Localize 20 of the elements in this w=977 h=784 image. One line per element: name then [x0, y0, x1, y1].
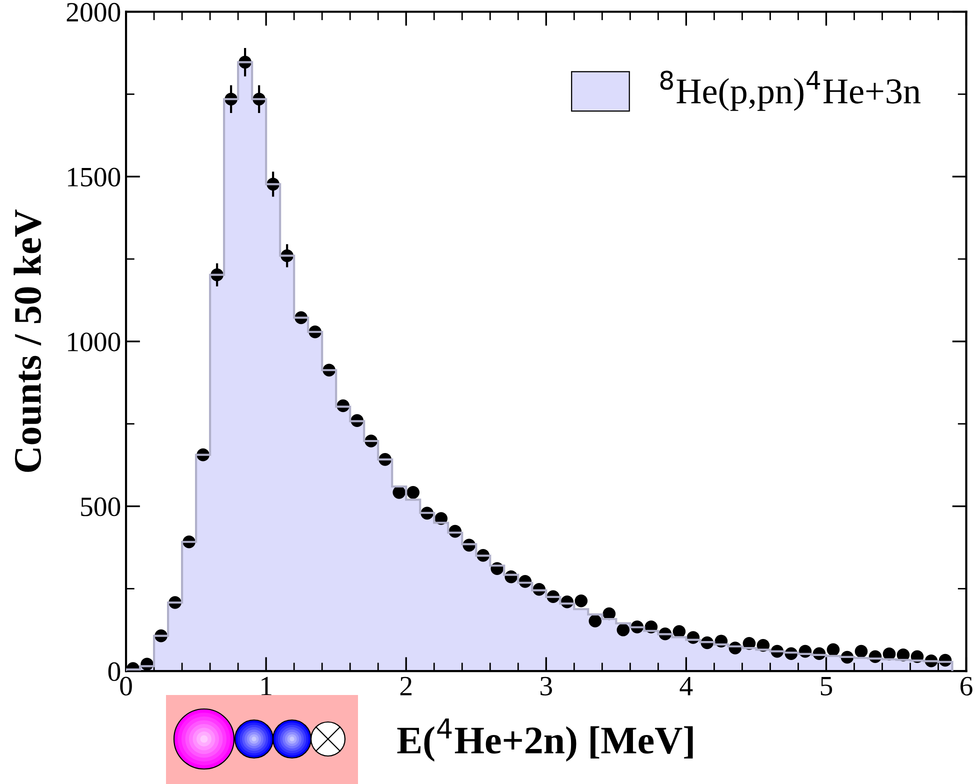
point — [616, 623, 630, 636]
y-axis-title: Counts / 50 keV — [14, 210, 42, 472]
point — [406, 486, 420, 499]
point — [854, 644, 868, 658]
y-tick-label: 1500 — [68, 168, 120, 187]
x-tick-label: 4 — [680, 676, 693, 696]
y-tick-label: 2000 — [66, 2, 120, 22]
x-tick-label: 6 — [960, 676, 972, 696]
point — [574, 594, 588, 608]
x-tick-label: 5 — [820, 677, 832, 696]
y-tick-label: 0 — [108, 662, 120, 682]
y-tick-label: 500 — [81, 497, 120, 516]
x-tick-label: 2 — [400, 676, 412, 696]
y-tick-label: 1000 — [68, 332, 120, 352]
point — [826, 643, 840, 656]
point — [588, 614, 602, 628]
x-tick-label: 3 — [540, 676, 552, 696]
legend-label: $^{8}$He(p,pn)$^{4}$He+3n — [660, 70, 920, 111]
point — [392, 486, 406, 499]
x-axis-title: E($^{4}$He+2n) [MeV] — [397, 718, 693, 762]
